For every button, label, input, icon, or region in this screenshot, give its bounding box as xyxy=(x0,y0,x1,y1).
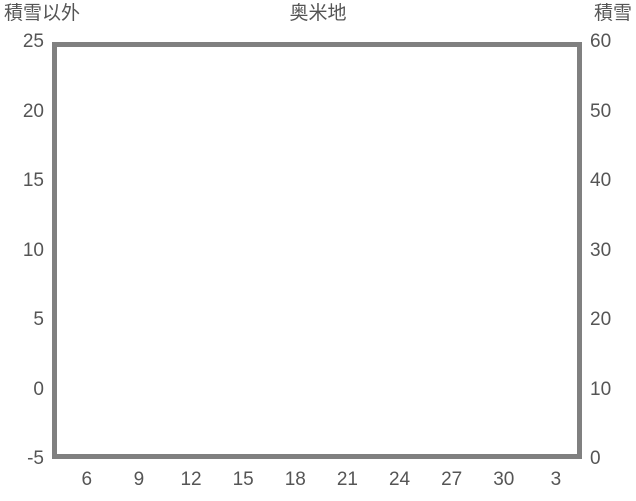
right-axis-title: 積雪 xyxy=(593,3,632,24)
x-axis-tick-label: 24 xyxy=(388,469,411,490)
left-axis-tick-label: -5 xyxy=(27,448,44,469)
x-axis-tick-label: 9 xyxy=(133,469,145,490)
x-axis-tick-label: 12 xyxy=(180,469,202,490)
plot-frame xyxy=(52,42,582,459)
left-axis-tick-label: 15 xyxy=(22,170,44,191)
x-axis-tick-label: 3 xyxy=(550,469,562,490)
x-axis-tick-label: 27 xyxy=(441,469,463,490)
page-title: 奥米地 xyxy=(289,3,347,24)
x-axis-tick-label: 30 xyxy=(493,469,515,490)
right-axis-tick-label: 40 xyxy=(590,170,612,191)
left-axis-tick-label: 5 xyxy=(33,309,44,330)
left-axis-title: 積雪以外 xyxy=(4,3,81,24)
x-axis-tick-label: 6 xyxy=(81,469,93,490)
right-axis-tick-label: 0 xyxy=(590,448,601,469)
left-axis-tick-label: 10 xyxy=(22,239,44,261)
x-axis-tick-label: 21 xyxy=(336,469,358,490)
right-axis-tick-label: 10 xyxy=(590,378,612,400)
right-axis-tick-label: 30 xyxy=(590,239,612,261)
left-axis-tick-label: 0 xyxy=(33,378,44,400)
right-axis-tick-label: 50 xyxy=(590,100,612,122)
left-axis-tick-label: 20 xyxy=(22,100,44,122)
plot-area xyxy=(52,42,582,459)
right-axis-tick-label: 60 xyxy=(590,31,612,52)
left-axis-tick-label: 25 xyxy=(22,31,44,52)
right-axis-tick-label: 20 xyxy=(590,309,612,330)
x-axis-tick-label: 18 xyxy=(284,469,306,490)
x-axis-tick-label: 15 xyxy=(232,469,254,490)
